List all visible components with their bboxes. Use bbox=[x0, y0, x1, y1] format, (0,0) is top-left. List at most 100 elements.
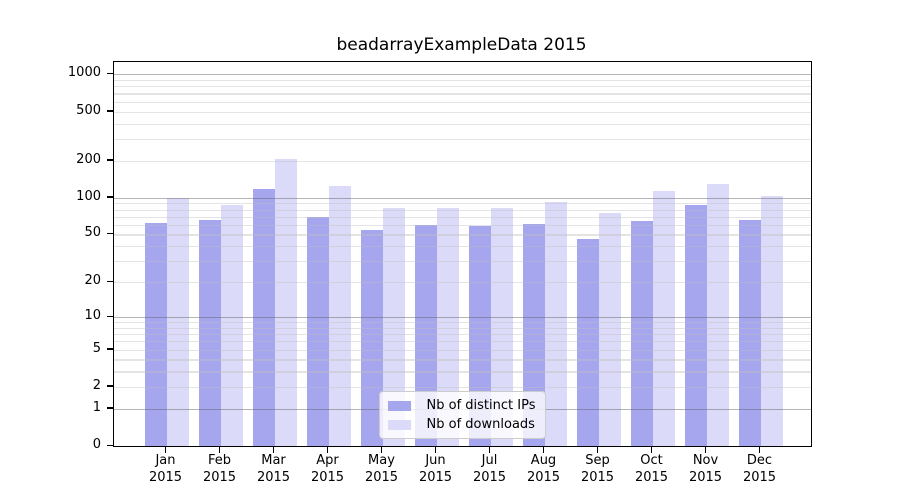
x-tick-label-sep: Sep 2015 bbox=[580, 453, 615, 485]
gridline-800 bbox=[114, 86, 811, 88]
bar-downloads-aug bbox=[544, 201, 567, 446]
y-tick-label-10: 10 bbox=[84, 308, 101, 323]
gridline-2 bbox=[114, 386, 811, 389]
plot-area: Nb of distinct IPs Nb of downloads bbox=[113, 61, 812, 447]
y-tick-200 bbox=[106, 159, 114, 161]
gridline-50 bbox=[114, 234, 811, 236]
gridline-4 bbox=[114, 359, 811, 361]
bar-ips-jun bbox=[414, 224, 437, 446]
x-tick-jan bbox=[164, 446, 167, 453]
gridline-8 bbox=[114, 327, 811, 329]
gridline-10 bbox=[114, 317, 811, 319]
x-tick-feb bbox=[218, 446, 221, 453]
bar-downloads-apr bbox=[328, 185, 351, 446]
bar-ips-dec bbox=[738, 219, 761, 446]
bar-ips-aug bbox=[522, 223, 545, 446]
bar-downloads-jun bbox=[436, 207, 459, 446]
legend-label-distinct-ips: Nb of distinct IPs bbox=[426, 398, 536, 413]
bar-downloads-dec bbox=[760, 196, 783, 446]
x-tick-label-jun: Jun 2015 bbox=[418, 453, 453, 485]
x-tick-label-dec: Dec 2015 bbox=[742, 453, 777, 485]
legend-swatch-downloads bbox=[387, 419, 411, 430]
y-tick-500 bbox=[106, 110, 114, 112]
x-tick-dec bbox=[758, 446, 761, 453]
x-tick-jul bbox=[488, 446, 491, 453]
bar-downloads-jan bbox=[166, 197, 189, 446]
x-tick-label-mar: Mar 2015 bbox=[256, 453, 291, 485]
bar-downloads-feb bbox=[220, 205, 243, 446]
x-tick-label-oct: Oct 2015 bbox=[634, 453, 669, 485]
gridline-40 bbox=[114, 246, 811, 248]
bar-downloads-sep bbox=[598, 213, 621, 446]
y-tick-label-0: 0 bbox=[92, 437, 101, 452]
gridline-300 bbox=[114, 138, 811, 141]
bar-ips-sep bbox=[576, 238, 599, 446]
bar-downloads-oct bbox=[652, 191, 675, 446]
y-tick-label-1: 1 bbox=[92, 399, 101, 415]
bar-ips-apr bbox=[306, 216, 329, 446]
chart-title: beadarrayExampleData 2015 bbox=[336, 35, 587, 55]
y-tick-2 bbox=[106, 385, 114, 387]
x-tick-jun bbox=[434, 446, 437, 453]
y-tick-0 bbox=[106, 444, 114, 446]
x-tick-label-may: May 2015 bbox=[364, 453, 399, 485]
y-tick-100 bbox=[106, 196, 114, 198]
legend-item-distinct-ips: Nb of distinct IPs bbox=[387, 398, 536, 413]
y-tick-label-20: 20 bbox=[84, 273, 101, 289]
x-tick-aug bbox=[542, 446, 545, 453]
bar-ips-mar bbox=[252, 189, 275, 446]
bar-ips-jan bbox=[144, 223, 167, 446]
gridline-9 bbox=[114, 322, 811, 324]
gridline-60 bbox=[114, 224, 811, 226]
x-tick-label-jan: Jan 2015 bbox=[148, 453, 183, 485]
y-tick-10 bbox=[106, 315, 114, 317]
bar-downloads-mar bbox=[274, 159, 297, 446]
x-tick-label-nov: Nov 2015 bbox=[688, 453, 723, 485]
gridline-600 bbox=[114, 101, 811, 103]
x-tick-mar bbox=[272, 446, 275, 453]
bar-downloads-nov bbox=[706, 183, 729, 446]
y-tick-1000 bbox=[106, 72, 114, 75]
x-tick-nov bbox=[704, 446, 707, 453]
y-tick-label-500: 500 bbox=[76, 102, 101, 118]
legend-item-downloads: Nb of downloads bbox=[387, 417, 536, 432]
legend-label-downloads: Nb of downloads bbox=[426, 417, 535, 432]
gridline-400 bbox=[114, 123, 811, 125]
gridline-90 bbox=[114, 203, 811, 205]
x-tick-may bbox=[380, 446, 383, 453]
gridline-3 bbox=[114, 371, 811, 373]
gridline-1000 bbox=[114, 74, 811, 76]
gridline-20 bbox=[114, 282, 811, 284]
gridline-100 bbox=[114, 197, 811, 199]
bar-ips-jul bbox=[468, 225, 491, 446]
bar-downloads-may bbox=[382, 207, 405, 446]
gridline-500 bbox=[114, 111, 811, 113]
bar-downloads-jul bbox=[490, 208, 513, 446]
y-tick-20 bbox=[106, 280, 114, 283]
gridline-30 bbox=[114, 261, 811, 263]
gridline-7 bbox=[114, 334, 811, 336]
y-tick-50 bbox=[106, 232, 114, 235]
gridline-70 bbox=[114, 216, 811, 218]
x-tick-label-aug: Aug 2015 bbox=[526, 453, 561, 485]
y-tick-label-200: 200 bbox=[76, 151, 101, 167]
bar-ips-oct bbox=[630, 220, 653, 446]
y-tick-5 bbox=[106, 348, 114, 350]
gridline-6 bbox=[114, 341, 811, 343]
bar-ips-feb bbox=[198, 219, 221, 446]
x-tick-sep bbox=[596, 446, 599, 453]
legend: Nb of distinct IPs Nb of downloads bbox=[378, 391, 547, 439]
gridline-80 bbox=[114, 209, 811, 211]
x-tick-label-jul: Jul 2015 bbox=[472, 453, 507, 485]
gridline-200 bbox=[114, 160, 811, 162]
y-tick-label-1000: 1000 bbox=[67, 65, 101, 81]
y-tick-label-2: 2 bbox=[92, 377, 101, 393]
legend-swatch-distinct-ips bbox=[387, 400, 411, 411]
x-tick-oct bbox=[650, 446, 653, 453]
x-tick-apr bbox=[326, 446, 329, 453]
bar-ips-nov bbox=[684, 205, 707, 446]
gridline-5 bbox=[114, 349, 811, 351]
x-tick-label-apr: Apr 2015 bbox=[310, 453, 345, 485]
gridline-900 bbox=[114, 79, 811, 82]
